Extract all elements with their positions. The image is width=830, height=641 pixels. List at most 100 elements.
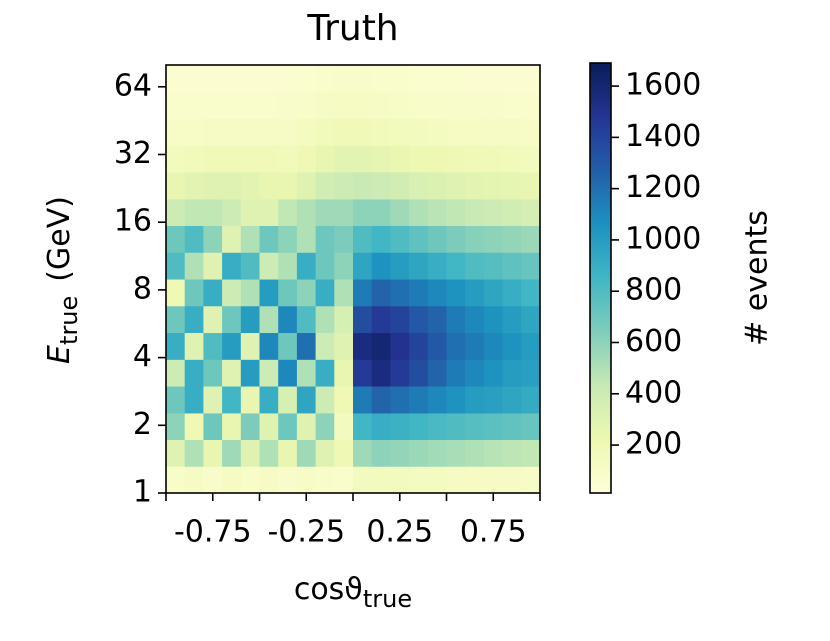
- heatmap-cell: [483, 386, 504, 414]
- x-tick-label: -0.25: [267, 515, 345, 550]
- y-tick-label: 64: [114, 68, 152, 103]
- heatmap-cell: [465, 466, 485, 493]
- heatmap-cell: [315, 332, 335, 360]
- heatmap-cell: [296, 145, 317, 173]
- heatmap-cell: [446, 412, 466, 440]
- heatmap-cell: [203, 305, 223, 334]
- heatmap-cell: [166, 91, 186, 119]
- heatmap-cell: [409, 252, 429, 280]
- heatmap-cell: [278, 91, 298, 119]
- heatmap-cell: [521, 145, 540, 173]
- heatmap-cell: [353, 145, 373, 173]
- heatmap-cell: [371, 91, 391, 119]
- heatmap-cell: [427, 171, 447, 200]
- heatmap-cell: [278, 305, 298, 334]
- heatmap-cell: [315, 412, 335, 440]
- heatmap-cell: [315, 198, 335, 226]
- heatmap-cell: [502, 439, 522, 467]
- heatmap-cell: [521, 171, 540, 200]
- heatmap-cell: [483, 359, 504, 387]
- heatmap-cell: [502, 145, 522, 173]
- heatmap-cell: [353, 252, 373, 280]
- heatmap-cell: [390, 305, 410, 334]
- heatmap-cell: [184, 252, 204, 280]
- heatmap-cell: [502, 279, 522, 307]
- heatmap-cell: [446, 91, 466, 119]
- heatmap-cell: [278, 145, 298, 173]
- heatmap-cell: [502, 359, 522, 387]
- heatmap-cell: [502, 466, 522, 493]
- heatmap-cell: [240, 386, 260, 414]
- heatmap-cell: [446, 466, 466, 493]
- heatmap-cell: [371, 279, 391, 307]
- heatmap-cell: [166, 145, 186, 173]
- heatmap-cell: [315, 252, 335, 280]
- heatmap-cell: [334, 91, 354, 119]
- heatmap-cell: [184, 386, 204, 414]
- heatmap-cell: [334, 145, 354, 173]
- heatmap-cell: [427, 65, 447, 93]
- heatmap-cell: [259, 252, 279, 280]
- heatmap-cell: [446, 65, 466, 93]
- heatmap-cell: [166, 305, 186, 334]
- heatmap-cell: [427, 279, 447, 307]
- heatmap-cell: [259, 118, 279, 146]
- heatmap-cell: [203, 118, 223, 146]
- colorbar-label: # events: [740, 210, 775, 346]
- chart-title: Truth: [306, 8, 398, 49]
- heatmap-cell: [446, 439, 466, 467]
- heatmap-cell: [278, 466, 298, 493]
- heatmap-cell: [334, 118, 354, 146]
- heatmap-cell: [371, 198, 391, 226]
- heatmap-cell: [222, 305, 242, 334]
- heatmap-cell: [259, 466, 279, 493]
- heatmap-cell: [240, 439, 260, 467]
- heatmap-cell: [483, 198, 504, 226]
- heatmap-cell: [296, 91, 317, 119]
- heatmap-cell: [465, 145, 485, 173]
- heatmap-cell: [465, 65, 485, 93]
- colorbar-tick-label: 200: [625, 427, 682, 462]
- heatmap-cell: [521, 466, 540, 493]
- colorbar-tick-label: 1400: [625, 119, 701, 154]
- heatmap-cell: [240, 118, 260, 146]
- heatmap-cell: [446, 225, 466, 253]
- heatmap-cell: [259, 225, 279, 253]
- x-tick-label: -0.75: [174, 515, 252, 550]
- heatmap-cell: [502, 305, 522, 334]
- heatmap-cell: [222, 386, 242, 414]
- heatmap-cell: [371, 439, 391, 467]
- heatmap-cell: [315, 91, 335, 119]
- heatmap-cell: [240, 91, 260, 119]
- heatmap-cell: [390, 171, 410, 200]
- heatmap-cell: [296, 439, 317, 467]
- heatmap-cell: [203, 65, 223, 93]
- heatmap-cell: [371, 145, 391, 173]
- x-axis-label: cosϑtrue: [294, 572, 412, 614]
- heatmap-cell: [427, 466, 447, 493]
- heatmap-cell: [483, 171, 504, 200]
- heatmap-cell: [259, 91, 279, 119]
- heatmap-cell: [371, 65, 391, 93]
- heatmap-cell: [409, 332, 429, 360]
- heatmap-cell: [502, 91, 522, 119]
- heatmap-cell: [521, 305, 540, 334]
- heatmap-cell: [465, 359, 485, 387]
- heatmap-cell: [222, 145, 242, 173]
- heatmap-cell: [465, 91, 485, 119]
- heatmap-cell: [465, 439, 485, 467]
- heatmap-cell: [521, 225, 540, 253]
- y-tick-label: 32: [114, 136, 152, 171]
- heatmap-cell: [222, 171, 242, 200]
- heatmap-cell: [390, 91, 410, 119]
- heatmap-cell: [353, 332, 373, 360]
- heatmap-cell: [334, 65, 354, 93]
- heatmap-cell: [446, 279, 466, 307]
- heatmap-cell: [446, 305, 466, 334]
- heatmap-cell: [502, 225, 522, 253]
- heatmap-cell: [521, 65, 540, 93]
- heatmap-cell: [409, 439, 429, 467]
- heatmap-cell: [278, 252, 298, 280]
- heatmap-cell: [240, 145, 260, 173]
- heatmap-cell: [296, 466, 317, 493]
